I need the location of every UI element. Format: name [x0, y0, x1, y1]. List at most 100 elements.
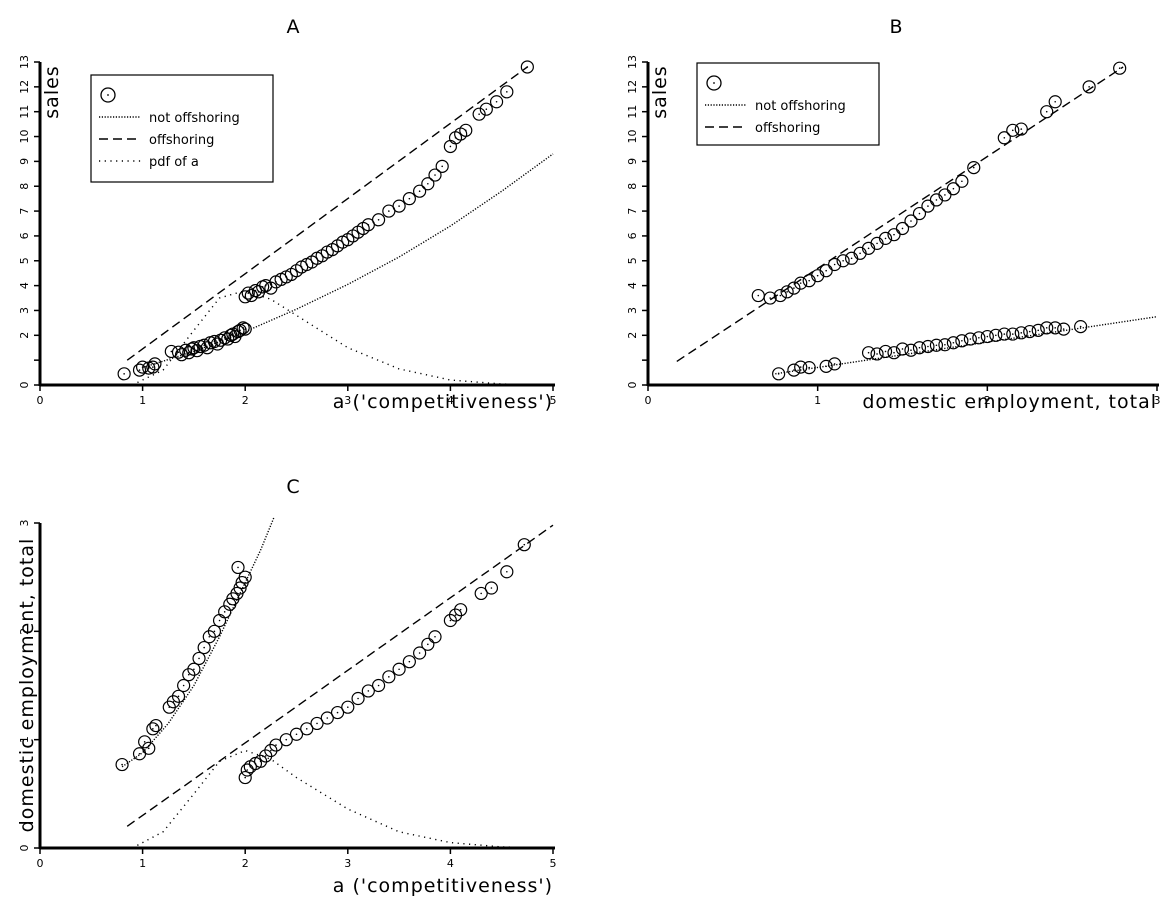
data-point-dot: [1020, 332, 1023, 334]
data-point-circle: [980, 329, 994, 344]
data-point-dot: [1045, 110, 1048, 113]
legend-box: [90, 74, 274, 183]
data-point-circle: [236, 321, 250, 335]
legend-label: not offshoring: [755, 99, 846, 114]
data-point-circle: [300, 722, 314, 736]
data-point-circle: [1040, 321, 1054, 335]
data-point-dot: [208, 635, 211, 638]
legend-label: offshoring: [755, 121, 820, 136]
y-tick-label: 3: [18, 307, 31, 314]
data-point-circle: [895, 342, 910, 356]
data-point-dot: [961, 339, 963, 342]
data-point-circle: [402, 655, 416, 669]
data-point-dot: [213, 630, 216, 633]
data-point-dot: [264, 755, 267, 757]
legend-marker-circle: [100, 87, 116, 103]
data-point-dot: [944, 343, 946, 346]
marker-group: [238, 60, 534, 304]
data-point-dot: [388, 210, 390, 212]
data-point-dot: [918, 346, 921, 349]
y-tick-label: 2: [18, 332, 31, 339]
marker-group: [772, 320, 1088, 381]
data-point-circle: [197, 640, 211, 655]
data-point-dot: [793, 287, 795, 289]
legend-label: offshoring: [149, 133, 214, 148]
data-point-circle: [341, 700, 355, 714]
data-point-dot: [833, 263, 836, 266]
data-point-dot: [808, 279, 810, 282]
data-point-dot: [769, 297, 771, 299]
data-point-dot: [138, 369, 141, 371]
data-point-circle: [828, 357, 842, 371]
data-point-dot: [825, 269, 827, 272]
data-point-dot: [326, 717, 329, 719]
data-point-dot: [244, 776, 246, 779]
data-point-circle: [231, 560, 245, 575]
data-point-circle: [787, 363, 801, 377]
data-point-dot: [893, 233, 895, 236]
data-point-dot: [935, 344, 938, 347]
data-point-circle: [117, 367, 131, 381]
data-point-dot: [867, 351, 870, 354]
data-point-dot: [995, 334, 997, 337]
data-point-dot: [464, 129, 467, 132]
y-tick-label: 1: [18, 736, 31, 743]
data-point-circle: [828, 257, 842, 272]
data-point-dot: [786, 291, 788, 293]
x-tick-label: 1: [139, 857, 146, 870]
data-point-dot: [757, 294, 760, 297]
data-point-circle: [238, 290, 252, 304]
y-tick-label: 13: [18, 55, 31, 69]
data-point-dot: [478, 113, 480, 115]
x-tick-label: 4: [447, 394, 454, 407]
data-point-circle: [320, 711, 334, 725]
data-point-dot: [449, 145, 452, 148]
x-axis-label: a ('competitiveness'): [333, 391, 553, 413]
data-point-dot: [454, 614, 457, 616]
legend-marker-dot: [713, 82, 715, 84]
data-point-circle: [1006, 327, 1020, 341]
data-point-dot: [910, 220, 912, 222]
data-point-dot: [842, 259, 844, 262]
y-tick-label: 0: [18, 382, 31, 389]
data-point-dot: [147, 367, 150, 369]
data-point-dot: [1054, 100, 1056, 103]
data-point-dot: [1079, 325, 1082, 328]
data-point-circle: [520, 60, 534, 74]
data-point-dot: [459, 608, 462, 611]
data-point-circle: [1031, 323, 1045, 337]
data-point-circle: [1014, 326, 1028, 340]
data-point-circle: [361, 684, 375, 698]
data-point-circle: [241, 286, 255, 300]
data-point-dot: [388, 676, 390, 678]
data-point-circle: [459, 123, 473, 137]
y-tick-label: 3: [18, 520, 31, 527]
data-point-circle: [454, 603, 468, 617]
x-tick-label: 3: [1154, 394, 1161, 407]
y-tick-label: 10: [18, 130, 31, 144]
data-point-dot: [305, 728, 308, 730]
x-tick-label: 2: [242, 857, 249, 870]
data-point-circle: [794, 360, 808, 374]
data-point-circle: [938, 188, 952, 202]
y-tick-label: 9: [626, 158, 639, 165]
data-point-circle: [1048, 95, 1062, 109]
data-point-dot: [247, 292, 250, 294]
data-point-dot: [986, 335, 989, 338]
data-point-circle: [182, 346, 196, 360]
data-point-dot: [901, 227, 904, 230]
y-tick-label: 6: [626, 232, 639, 239]
x-tick-label: 2: [242, 394, 249, 407]
data-point-dot: [246, 769, 249, 771]
data-point-dot: [434, 635, 436, 638]
data-point-circle: [887, 228, 901, 242]
data-point-circle: [836, 254, 850, 268]
data-point-circle: [895, 221, 910, 236]
data-point-dot: [230, 334, 232, 337]
data-point-dot: [793, 369, 795, 371]
data-point-dot: [244, 576, 246, 578]
data-point-circle: [484, 581, 499, 595]
data-point-dot: [182, 684, 185, 687]
data-point-dot: [377, 684, 380, 687]
